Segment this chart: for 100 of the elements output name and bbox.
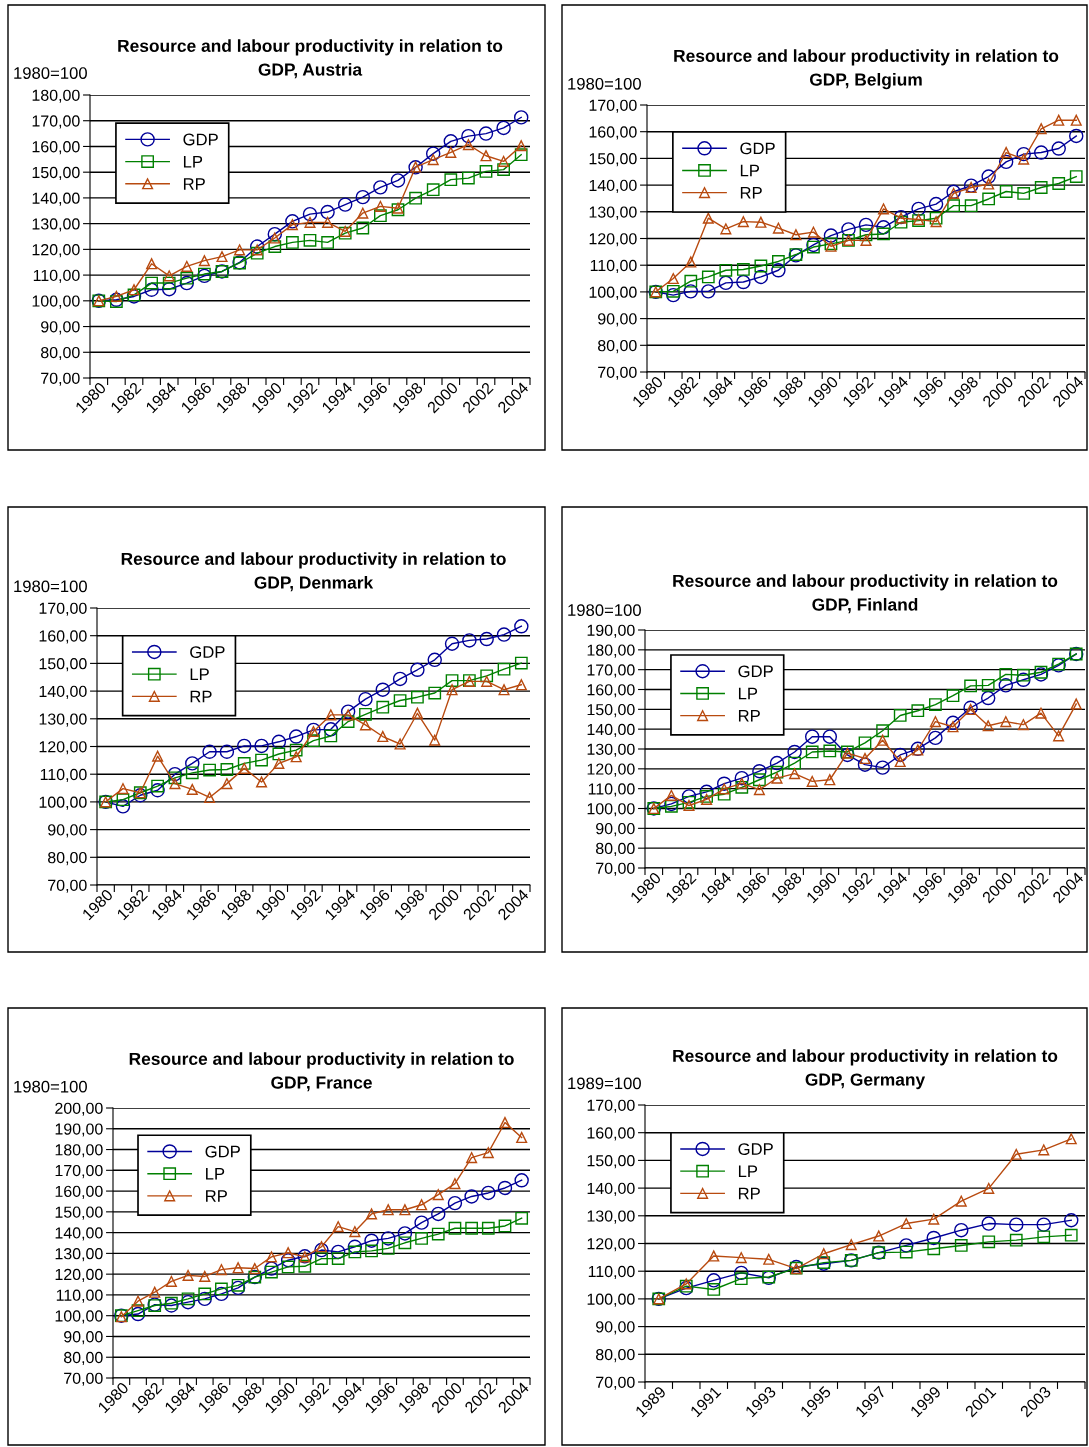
point bbox=[230, 1280, 246, 1296]
y-tick-label: 130,00 bbox=[39, 713, 87, 727]
point bbox=[929, 698, 942, 711]
y-tick-label: 190,00 bbox=[587, 624, 635, 638]
point bbox=[498, 684, 510, 696]
point bbox=[289, 743, 303, 757]
point bbox=[1017, 719, 1029, 731]
point bbox=[701, 284, 716, 299]
point bbox=[516, 1131, 528, 1144]
point bbox=[349, 1226, 361, 1238]
point bbox=[427, 652, 442, 668]
point bbox=[264, 1261, 279, 1276]
y-tick-label: 120,00 bbox=[589, 233, 637, 247]
point bbox=[947, 721, 959, 733]
point bbox=[431, 1206, 446, 1222]
point bbox=[249, 1262, 261, 1275]
y-tick-label: 180,00 bbox=[587, 644, 635, 658]
point bbox=[823, 744, 837, 758]
point bbox=[806, 775, 818, 787]
point bbox=[359, 707, 372, 721]
point bbox=[286, 219, 298, 231]
point bbox=[446, 684, 458, 696]
point bbox=[683, 284, 699, 299]
y-tick-label: 80,00 bbox=[598, 339, 637, 354]
point bbox=[769, 755, 785, 771]
point bbox=[374, 200, 386, 212]
point bbox=[1038, 1144, 1050, 1156]
point bbox=[375, 682, 391, 697]
y-tick-label: 170,00 bbox=[32, 115, 80, 129]
point bbox=[983, 1182, 995, 1194]
point bbox=[478, 126, 494, 141]
point bbox=[411, 707, 423, 719]
point bbox=[110, 290, 122, 303]
legend-label: LP bbox=[206, 1168, 225, 1180]
point bbox=[955, 1195, 967, 1207]
point bbox=[789, 768, 801, 780]
point bbox=[982, 192, 996, 206]
legend-label: GDP bbox=[740, 142, 775, 155]
point bbox=[302, 206, 318, 222]
y-tick-label: 170,00 bbox=[39, 602, 87, 616]
y-tick-label: 80,00 bbox=[48, 851, 87, 866]
point bbox=[221, 778, 233, 790]
point bbox=[130, 1306, 146, 1322]
point bbox=[464, 1189, 479, 1204]
point bbox=[1009, 1217, 1024, 1232]
point bbox=[1069, 170, 1083, 183]
point bbox=[873, 1230, 885, 1242]
legend-label: GDP bbox=[183, 133, 218, 146]
point bbox=[203, 763, 216, 777]
point bbox=[1000, 146, 1012, 159]
point bbox=[1000, 716, 1012, 728]
y-tick-label: 80,00 bbox=[64, 1351, 103, 1366]
point bbox=[237, 757, 251, 770]
point bbox=[431, 1227, 445, 1241]
y-tick-label: 120,00 bbox=[55, 1268, 103, 1282]
y-tick-label: 170,00 bbox=[589, 99, 637, 113]
point bbox=[365, 1244, 378, 1258]
point bbox=[685, 256, 697, 268]
point bbox=[1018, 153, 1030, 165]
point bbox=[999, 668, 1013, 681]
legend-label: GDP bbox=[190, 646, 225, 658]
legend-label: RP bbox=[183, 178, 205, 190]
point bbox=[894, 755, 906, 768]
point bbox=[481, 1185, 496, 1201]
y-tick-label: 140,00 bbox=[587, 723, 635, 737]
point bbox=[667, 272, 679, 285]
point bbox=[414, 1215, 429, 1230]
y-tick-label: 100,00 bbox=[589, 286, 637, 300]
point bbox=[734, 1265, 749, 1281]
point bbox=[281, 1260, 295, 1274]
y-tick-label: 120,00 bbox=[587, 1238, 635, 1252]
y-tick-label: 150,00 bbox=[589, 153, 637, 167]
point bbox=[181, 1292, 195, 1306]
point bbox=[666, 284, 680, 298]
point bbox=[1037, 1230, 1051, 1244]
point bbox=[876, 220, 891, 235]
point bbox=[449, 1178, 461, 1190]
legend-label: RP bbox=[206, 1190, 227, 1202]
point bbox=[496, 627, 512, 642]
point bbox=[394, 738, 406, 750]
y-tick-label: 170,00 bbox=[55, 1164, 103, 1179]
point bbox=[666, 287, 681, 303]
point bbox=[131, 1304, 145, 1318]
point bbox=[359, 719, 372, 731]
point bbox=[497, 662, 511, 676]
y-tick-label: 100,00 bbox=[587, 803, 635, 817]
y-tick-label: 170,00 bbox=[587, 664, 635, 678]
point bbox=[376, 700, 390, 714]
point bbox=[271, 734, 287, 750]
y-tick-label: 80,00 bbox=[596, 1348, 635, 1363]
point bbox=[683, 799, 695, 812]
point bbox=[280, 1253, 296, 1268]
point bbox=[185, 766, 199, 780]
point bbox=[445, 674, 459, 687]
point bbox=[718, 275, 734, 291]
y-tick-label: 160,00 bbox=[55, 1185, 103, 1199]
point bbox=[314, 1242, 329, 1258]
point bbox=[945, 715, 961, 731]
point bbox=[999, 185, 1013, 198]
point bbox=[717, 787, 731, 801]
